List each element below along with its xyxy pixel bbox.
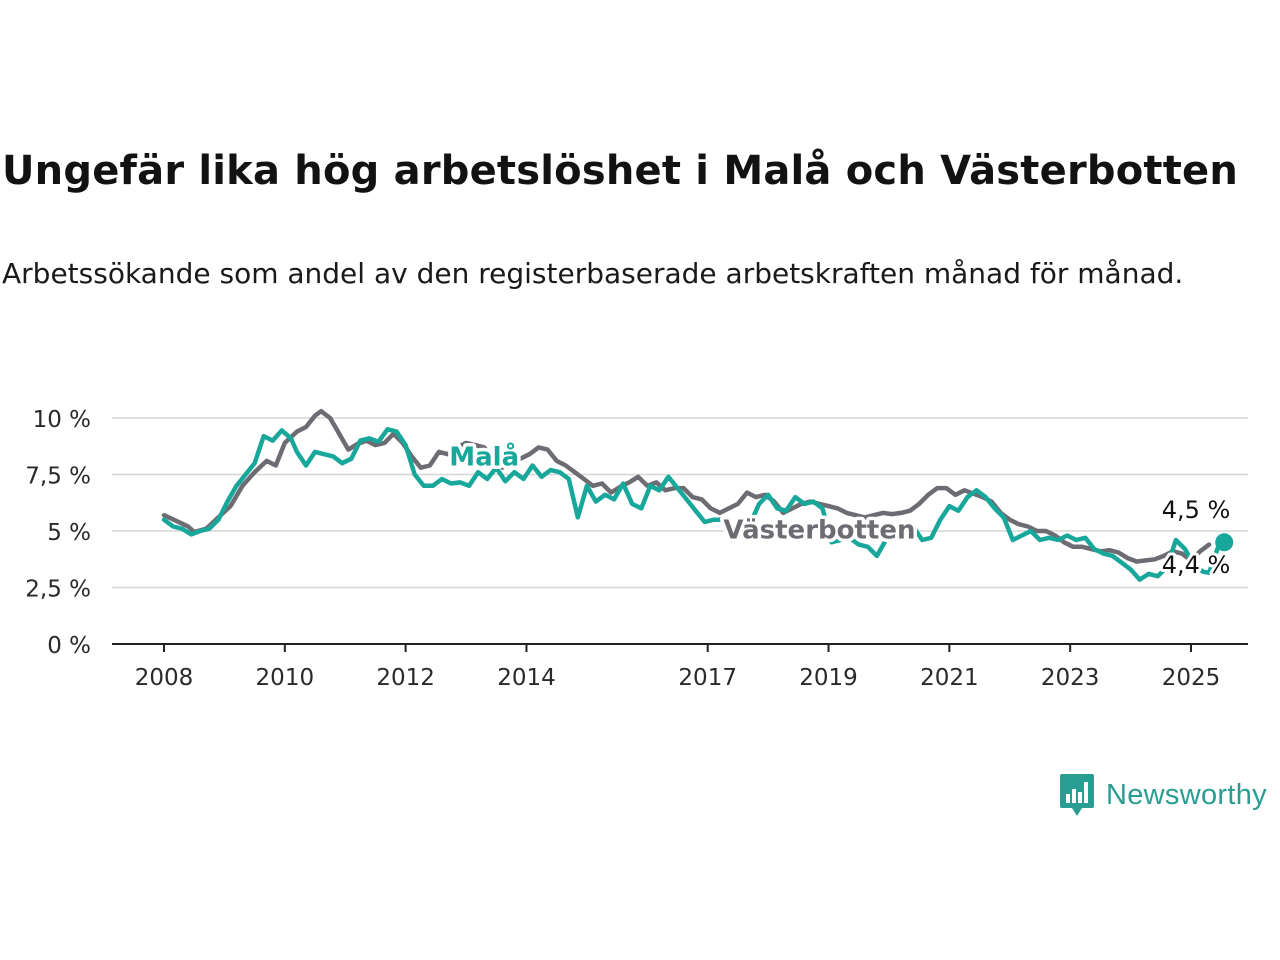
y-tick-label: 0 % bbox=[47, 633, 91, 659]
series-label-v-sterbotten: Västerbotten bbox=[723, 516, 915, 546]
y-axis: 0 % 2,5 % 5 % 7,5 % 10 % bbox=[25, 407, 91, 659]
gridlines bbox=[112, 417, 1248, 589]
newsworthy-logo: Newsworthy bbox=[1058, 772, 1267, 818]
series-endpoint-mala bbox=[1215, 533, 1234, 552]
y-tick-label: 2,5 % bbox=[25, 577, 91, 603]
x-tick-label: 2019 bbox=[799, 665, 858, 691]
x-tick-label: 2017 bbox=[678, 665, 737, 691]
chart-title: Ungefär lika hög arbetslöshet i Malå och… bbox=[2, 148, 1239, 194]
series-labels: Västerbotten Malå 4,4 % 4,5 % bbox=[446, 437, 1234, 582]
y-tick-label: 10 % bbox=[33, 407, 91, 433]
series-lines bbox=[161, 408, 1234, 582]
x-tick-label: 2025 bbox=[1162, 665, 1221, 691]
chart-subtitle: Arbetssökande som andel av den registerb… bbox=[2, 257, 1184, 290]
series-label-mal-: Malå bbox=[449, 440, 519, 472]
newsworthy-icon bbox=[1060, 774, 1094, 816]
x-tick-label: 2012 bbox=[376, 665, 435, 691]
y-tick-label: 7,5 % bbox=[25, 464, 91, 490]
x-tick-label: 2021 bbox=[920, 665, 979, 691]
x-tick-label: 2010 bbox=[256, 665, 315, 691]
x-axis: 2008 2010 2012 2014 2017 2019 2021 2023 2025 bbox=[112, 643, 1248, 691]
end-value-label: 4,4 % bbox=[1162, 551, 1231, 579]
y-tick-label: 5 % bbox=[47, 520, 91, 546]
x-tick-label: 2023 bbox=[1041, 665, 1100, 691]
series-line-mal- bbox=[161, 427, 1227, 582]
line-chart: 0 % 2,5 % 5 % 7,5 % 10 % 2008 2010 2012 2014 201… bbox=[25, 407, 1248, 691]
brand-name: Newsworthy bbox=[1106, 778, 1267, 811]
x-tick-label: 2014 bbox=[497, 665, 556, 691]
x-tick-label: 2008 bbox=[135, 665, 194, 691]
end-value-label: 4,5 % bbox=[1162, 496, 1231, 524]
